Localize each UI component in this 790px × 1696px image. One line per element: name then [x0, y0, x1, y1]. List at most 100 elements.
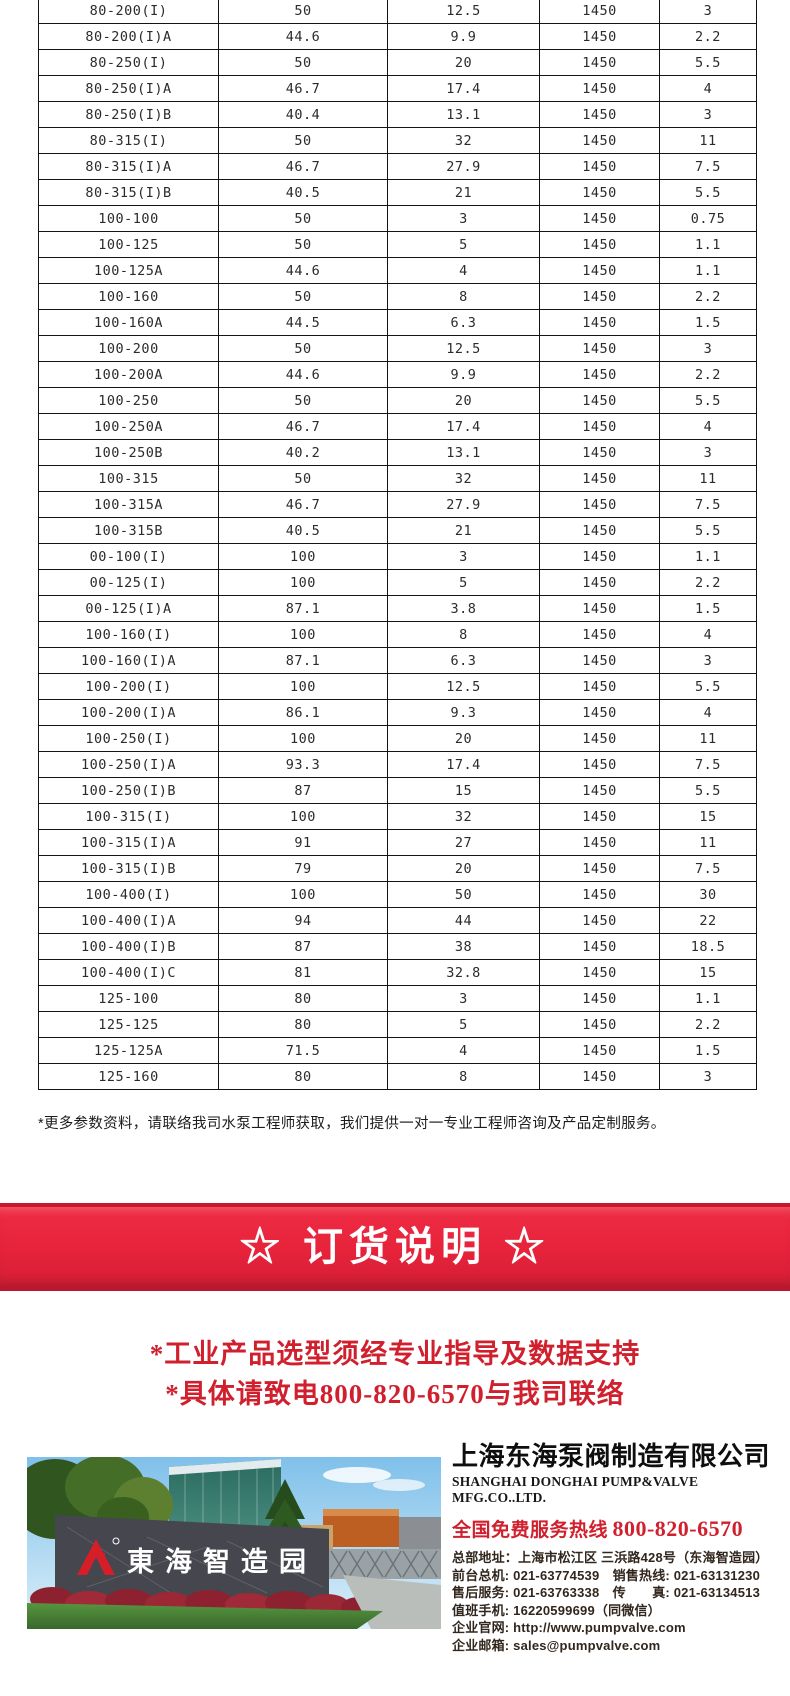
table-cell: 1450 [539, 777, 660, 804]
table-cell: 100 [218, 725, 388, 752]
table-cell: 00-100(I) [38, 543, 219, 570]
table-cell: 100 [218, 673, 388, 700]
table-cell: 1450 [539, 439, 660, 466]
table-cell: 80-250(I)A [38, 75, 219, 102]
table-cell: 100-200 [38, 335, 219, 362]
table-cell: 100-400(I)B [38, 933, 219, 960]
table-cell: 100-250A [38, 413, 219, 440]
table-cell: 100-250 [38, 387, 219, 414]
table-cell: 4 [659, 413, 757, 440]
table-row: 100-315(I)A 91 27 1450 11 [38, 829, 757, 856]
table-row: 100-315 50 32 1450 11 [38, 465, 757, 492]
table-cell: 1450 [539, 595, 660, 622]
table-cell: 13.1 [387, 101, 540, 128]
table-cell: 2.2 [659, 283, 757, 310]
table-cell: 100 [218, 569, 388, 596]
table-cell: 27.9 [387, 153, 540, 180]
table-cell: 20 [387, 49, 540, 76]
table-cell: 100-200(I) [38, 673, 219, 700]
slogan-line: *工业产品选型须经专业指导及数据支持 [149, 1339, 641, 1369]
table-cell: 100 [218, 803, 388, 830]
table-row: 100-200 50 12.5 1450 3 [38, 335, 757, 362]
table-cell: 1450 [539, 517, 660, 544]
table-cell: 125-160 [38, 1063, 219, 1090]
table-cell: 3 [387, 543, 540, 570]
table-row: 80-200(I)A 44.6 9.9 1450 2.2 [38, 23, 757, 50]
table-cell: 3 [659, 335, 757, 362]
table-cell: 100-250(I)A [38, 751, 219, 778]
table-cell: 1450 [539, 673, 660, 700]
table-cell: 1450 [539, 387, 660, 414]
table-cell: 1450 [539, 75, 660, 102]
table-cell: 80 [218, 985, 388, 1012]
contact-website-link[interactable]: 企业官网: http://www.pumpvalve.com [452, 1620, 686, 1635]
table-cell: 1450 [539, 465, 660, 492]
table-cell: 7.5 [659, 855, 757, 882]
hotline-label: 全国免费服务热线 [452, 1520, 609, 1541]
table-cell: 1.1 [659, 543, 757, 570]
table-cell: 100 [218, 881, 388, 908]
table-cell: 4 [659, 75, 757, 102]
table-cell: 100-200A [38, 361, 219, 388]
table-cell: 4 [659, 699, 757, 726]
hotline-number: 800-820-6570 [612, 1516, 744, 1541]
table-cell: 5.5 [659, 517, 757, 544]
table-row: 100-315B 40.5 21 1450 5.5 [38, 517, 757, 544]
table-cell: 100-315(I)A [38, 829, 219, 856]
table-cell: 100-250(I)B [38, 777, 219, 804]
table-cell: 80-250(I)B [38, 101, 219, 128]
table-cell: 5 [387, 231, 540, 258]
contact-lines: 总部地址：上海市松江区 三浜路428号（东海智造园） 前台总机: 021-637… [452, 1549, 790, 1654]
table-row: 125-100 80 3 1450 1.1 [38, 985, 757, 1012]
table-cell: 50 [218, 205, 388, 232]
table-cell: 50 [218, 387, 388, 414]
table-cell: 8 [387, 621, 540, 648]
table-cell: 11 [659, 127, 757, 154]
table-row: 100-400(I)B 87 38 1450 18.5 [38, 933, 757, 960]
table-cell: 1450 [539, 751, 660, 778]
table-cell: 80-200(I) [38, 0, 219, 24]
table-cell: 5 [387, 1011, 540, 1038]
table-cell: 100-315 [38, 465, 219, 492]
table-cell: 94 [218, 907, 388, 934]
table-cell: 17.4 [387, 75, 540, 102]
table-cell: 100-160 [38, 283, 219, 310]
table-cell: 80-315(I)A [38, 153, 219, 180]
table-cell: 3 [387, 205, 540, 232]
table-row: 100-250B 40.2 13.1 1450 3 [38, 439, 757, 466]
table-row: 100-125 50 5 1450 1.1 [38, 231, 757, 258]
table-cell: 1450 [539, 283, 660, 310]
table-cell: 46.7 [218, 491, 388, 518]
table-cell: 3 [659, 0, 757, 24]
table-cell: 20 [387, 855, 540, 882]
table-cell: 44.6 [218, 257, 388, 284]
table-row: 100-315(I)B 79 20 1450 7.5 [38, 855, 757, 882]
table-cell: 46.7 [218, 413, 388, 440]
table-cell: 100-125A [38, 257, 219, 284]
table-cell: 1450 [539, 205, 660, 232]
table-cell: 1450 [539, 23, 660, 50]
table-cell: 46.7 [218, 75, 388, 102]
table-cell: 4 [387, 1037, 540, 1064]
table-cell: 11 [659, 465, 757, 492]
photo-sign-wall: 東海智造园 [55, 1515, 329, 1609]
table-cell: 2.2 [659, 1011, 757, 1038]
table-cell: 15 [659, 803, 757, 830]
table-cell: 79 [218, 855, 388, 882]
table-cell: 1450 [539, 257, 660, 284]
table-cell: 125-125A [38, 1037, 219, 1064]
table-row: 80-250(I)A 46.7 17.4 1450 4 [38, 75, 757, 102]
table-cell: 100-315(I) [38, 803, 219, 830]
contact-email-link[interactable]: 企业邮箱: sales@pumpvalve.com [452, 1637, 661, 1653]
table-cell: 40.2 [218, 439, 388, 466]
table-cell: 1450 [539, 1011, 660, 1038]
pump-spec-table: 80-200(I) 50 12.5 1450 3 80-200(I)A 44.6 9.9 145… [38, 0, 757, 1090]
table-row: 80-315(I)B 40.5 21 1450 5.5 [38, 179, 757, 206]
table-cell: 8 [387, 283, 540, 310]
table-row: 100-200A 44.6 9.9 1450 2.2 [38, 361, 757, 388]
table-cell: 87 [218, 777, 388, 804]
table-row: 100-200(I)A 86.1 9.3 1450 4 [38, 699, 757, 726]
table-cell: 1.1 [659, 231, 757, 258]
table-cell: 1450 [539, 309, 660, 336]
